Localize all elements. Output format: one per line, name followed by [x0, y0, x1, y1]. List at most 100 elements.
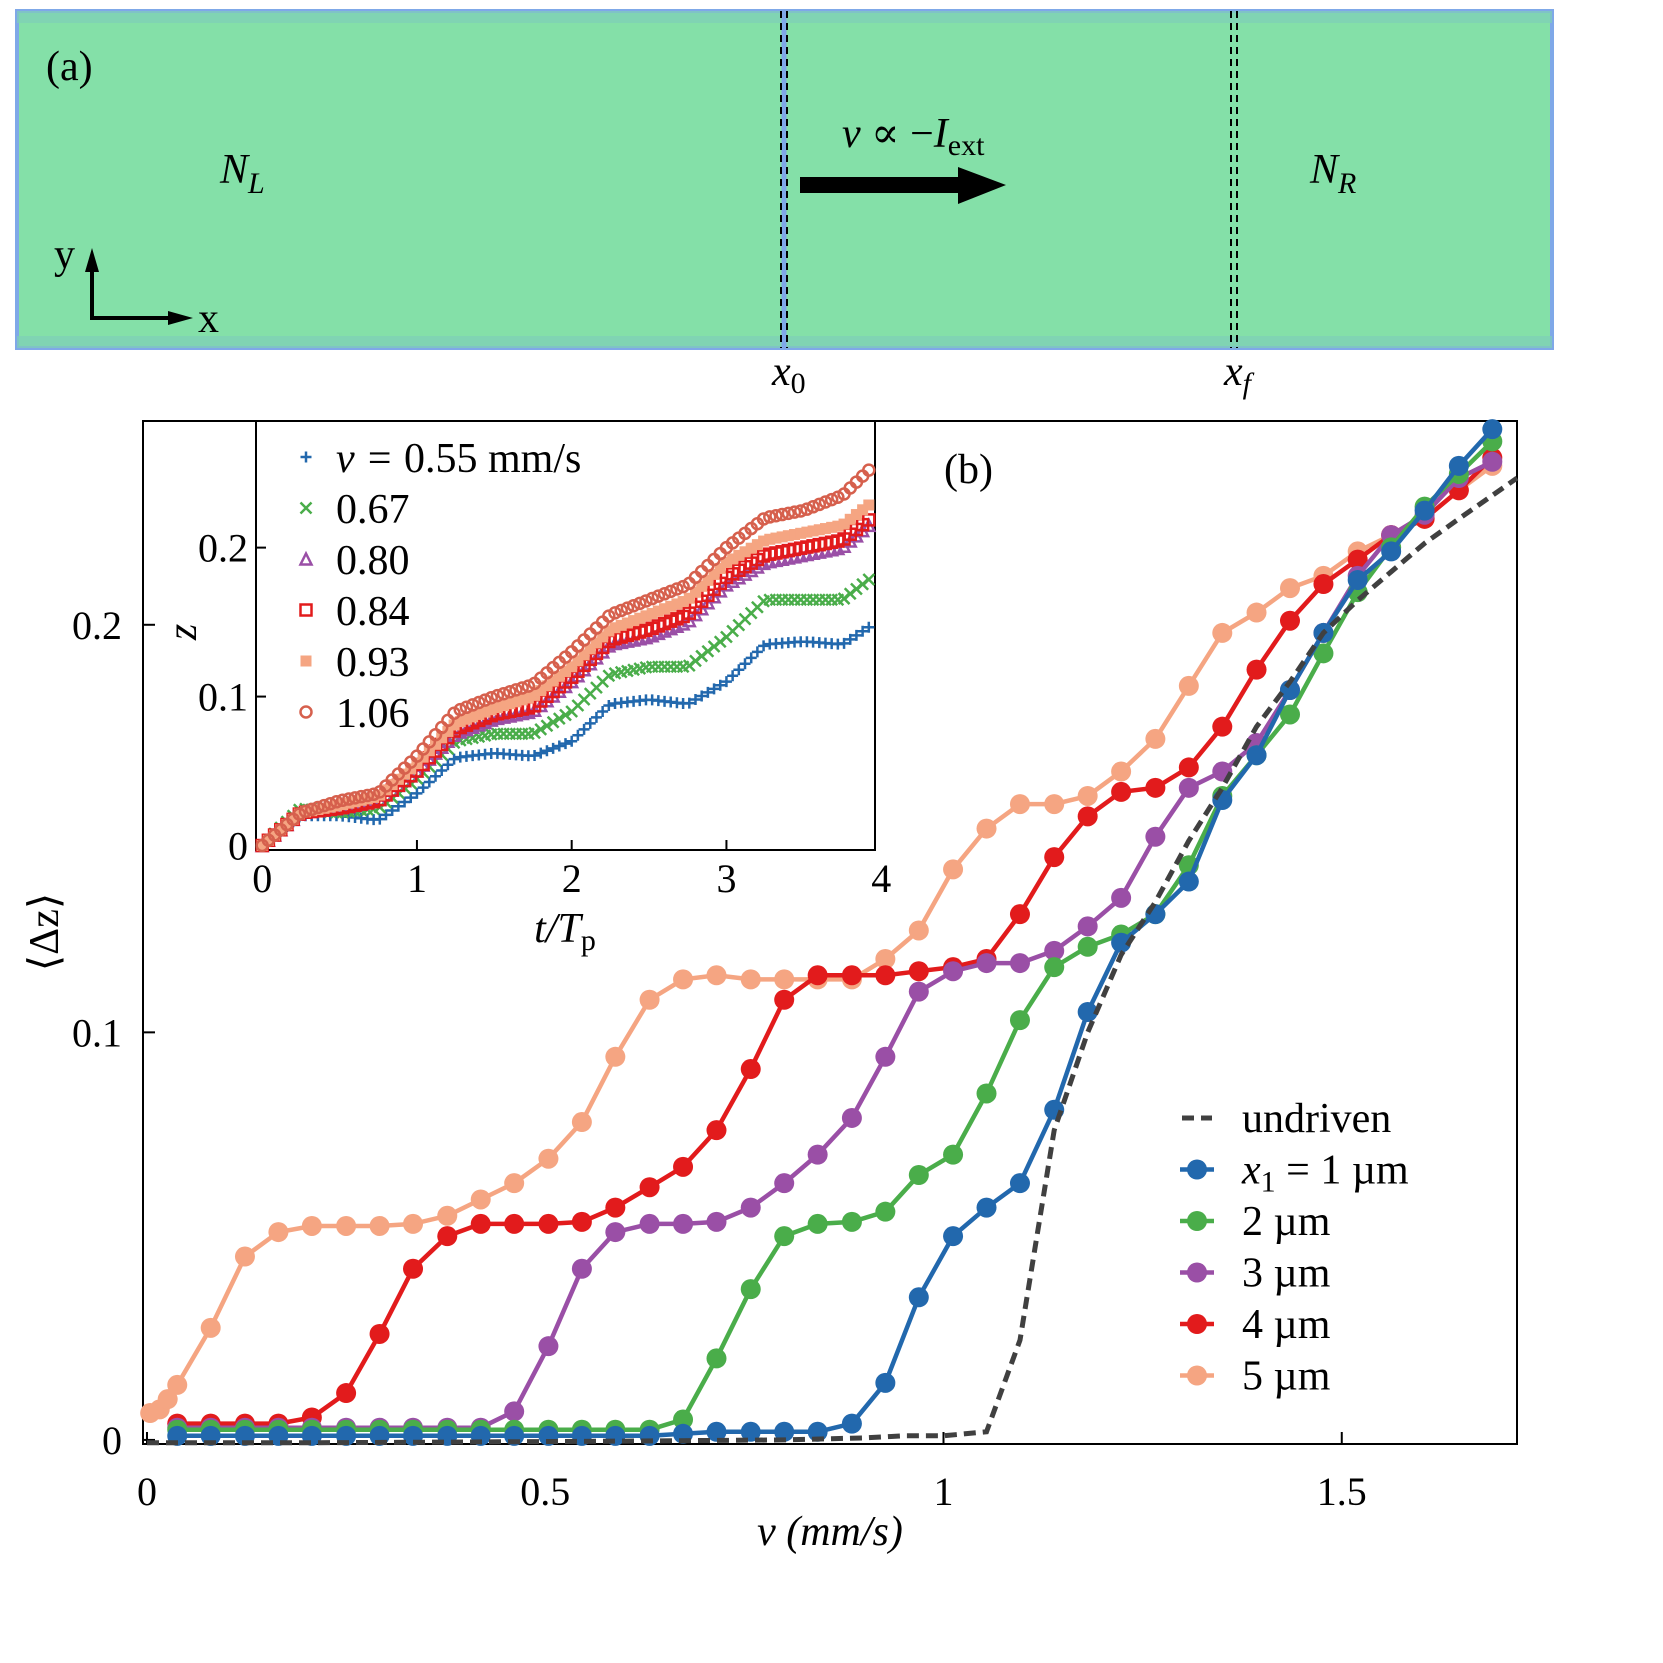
data-point	[1009, 1010, 1030, 1031]
inset-legend-label: 0.93	[336, 640, 410, 686]
start-boundary-label: x0	[771, 349, 806, 400]
inset-legend-entry: 0.84	[299, 589, 410, 635]
inset-data-point	[436, 732, 448, 744]
data-point	[1077, 806, 1098, 827]
inset-data-point	[863, 499, 875, 511]
data-point	[369, 1215, 390, 1236]
data-point	[1009, 953, 1030, 974]
legend-marker-icon	[1187, 1314, 1207, 1334]
data-point	[875, 1201, 896, 1222]
legend-marker-icon	[1187, 1159, 1207, 1180]
inset-data-point	[509, 683, 523, 697]
inset-data-point	[800, 502, 814, 516]
data-point	[234, 1246, 255, 1267]
inset-data-point	[490, 688, 505, 703]
inset-data-point	[479, 706, 491, 718]
data-point	[1347, 569, 1368, 590]
inset-data-point	[663, 584, 678, 599]
data-point	[673, 1156, 694, 1177]
inset-data-point	[626, 598, 641, 613]
inset-legend-marker-icon	[299, 705, 313, 719]
inset-data-point	[739, 658, 751, 670]
legend-marker-icon	[1187, 1211, 1207, 1231]
inset-data-point	[702, 574, 714, 586]
inset-data-point	[453, 702, 468, 717]
legend-entry: x1 = 1 µm	[1180, 1148, 1409, 1199]
inset-legend-marker-icon	[300, 655, 312, 667]
inset-data-point	[335, 793, 350, 807]
data-point	[1044, 794, 1065, 815]
main-x-tick-label: 0.5	[520, 1469, 570, 1514]
inset-data-point	[311, 800, 325, 815]
legend-label: x1 = 1 µm	[1241, 1148, 1409, 1199]
data-point	[774, 1226, 795, 1247]
inset-data-point	[298, 804, 313, 819]
inset-data-point	[781, 506, 796, 521]
data-point	[1313, 574, 1334, 595]
x-axis-indicator-label: x	[198, 296, 219, 342]
data-point	[1347, 549, 1368, 570]
inset-data-point	[417, 782, 429, 794]
data-point	[1279, 610, 1300, 631]
inset-data-point	[720, 557, 732, 569]
inset-data-point	[708, 568, 720, 580]
inset-data-point	[478, 693, 492, 707]
data-point	[1178, 777, 1199, 798]
inset-data-point	[534, 722, 548, 736]
legend-entry: 3 µm	[1180, 1251, 1331, 1297]
inset-y-ticks: 0 0.1 0.2	[198, 526, 266, 869]
inset-legend-marker-icon	[298, 550, 314, 566]
data-point	[1414, 500, 1435, 521]
data-point	[538, 1336, 559, 1357]
main-y-tick-label: 0.2	[72, 603, 122, 648]
data-point	[470, 1213, 491, 1234]
inset-legend-entry: 0.67	[299, 487, 410, 533]
legend-marker-icon	[1187, 1365, 1207, 1386]
data-point	[1246, 602, 1267, 623]
inset-data-point	[702, 686, 714, 698]
inset-data-point	[763, 510, 777, 524]
data-point	[706, 1421, 727, 1442]
data-point	[1111, 761, 1132, 782]
inset-data-point	[696, 690, 708, 702]
data-point	[538, 1148, 559, 1169]
inset-data-point	[683, 592, 695, 604]
data-point	[437, 1205, 458, 1226]
data-point	[908, 981, 929, 1002]
inset-data-point	[521, 679, 536, 693]
data-point	[1145, 777, 1166, 798]
inset-data-point	[535, 685, 547, 697]
inset-data-point	[696, 580, 708, 592]
inset-data-point	[454, 716, 466, 728]
data-point	[774, 989, 795, 1010]
data-point	[1044, 940, 1065, 961]
inset-data-point	[262, 834, 274, 846]
data-point	[1448, 455, 1469, 476]
inset-legend-entry: 1.06	[299, 691, 410, 737]
data-point	[504, 1213, 525, 1234]
inset-data-point	[745, 652, 757, 664]
inset-data-point	[844, 633, 856, 645]
inset-data-point	[584, 643, 596, 655]
data-point	[1212, 716, 1233, 737]
inset-legend-marker-icon	[299, 603, 313, 617]
series-line	[177, 439, 1494, 1432]
inset-data-point	[529, 750, 541, 762]
data-point	[157, 1389, 178, 1410]
inset-data-point	[584, 717, 596, 729]
inset-legend-entry: 0.80	[298, 538, 410, 584]
inset-data-point	[614, 603, 628, 618]
legend-marker-icon	[1187, 1262, 1207, 1283]
main-legend: undriven x1 = 1 µm2 µm 3 µm 4 µm 5 µm	[1180, 1096, 1409, 1400]
data-point	[807, 1213, 828, 1234]
main-x-tick-label: 1.5	[1317, 1469, 1367, 1514]
data-point	[740, 1421, 761, 1442]
inset-plot-frame	[255, 420, 876, 851]
data-point	[908, 1287, 929, 1308]
data-point	[740, 1059, 761, 1080]
inset-data-point	[460, 713, 472, 725]
data-point	[774, 969, 795, 990]
inset-legend-marker-icon	[299, 501, 313, 515]
inset-data-point	[639, 594, 653, 608]
data-point	[504, 1173, 525, 1194]
